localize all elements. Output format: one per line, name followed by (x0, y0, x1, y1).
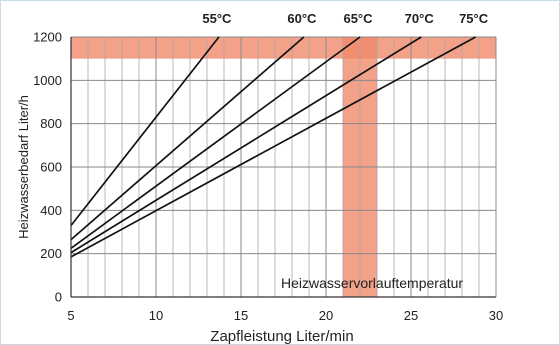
series-line (70, 36, 422, 254)
y-axis-title: Heizwasserbedarf Liter/h (16, 95, 31, 239)
y-tick-labels: 0 200 400 600 800 1000 1200 (33, 30, 62, 305)
series-label: 65°C (343, 11, 373, 26)
series-label: 70°C (405, 11, 435, 26)
series-label: 60°C (287, 11, 317, 26)
x-tick-label: 10 (149, 308, 163, 323)
horizontal-highlight-band (71, 37, 496, 59)
series-line (70, 36, 477, 258)
x-tick-label: 30 (489, 308, 503, 323)
series-line (70, 36, 220, 227)
x-axis-title: Zapfleistung Liter/min (210, 328, 353, 345)
series-line (70, 36, 305, 241)
x-tick-labels: 5 10 15 20 25 30 (67, 308, 503, 323)
y-tick-label: 0 (55, 290, 62, 305)
axes (70, 37, 496, 298)
y-tick-label: 1000 (33, 73, 62, 88)
x-tick-label: 20 (319, 308, 333, 323)
y-tick-label: 200 (40, 246, 62, 261)
x-tick-label: 5 (67, 308, 74, 323)
y-tick-label: 1200 (33, 30, 62, 45)
series-label: 75°C (459, 11, 489, 26)
y-tick-label: 600 (40, 160, 62, 175)
series-line (70, 36, 361, 249)
x-tick-label: 15 (234, 308, 248, 323)
major-gridlines (70, 36, 497, 298)
x-tick-label: 25 (404, 308, 418, 323)
series-label: 55°C (202, 11, 232, 26)
chart-annotation: Heizwasservorlauftemperatur (281, 275, 463, 291)
y-tick-label: 800 (40, 116, 62, 131)
y-tick-label: 400 (40, 203, 62, 218)
series-labels: 55°C 60°C 65°C 70°C 75°C (202, 11, 488, 26)
series-lines (70, 36, 477, 258)
